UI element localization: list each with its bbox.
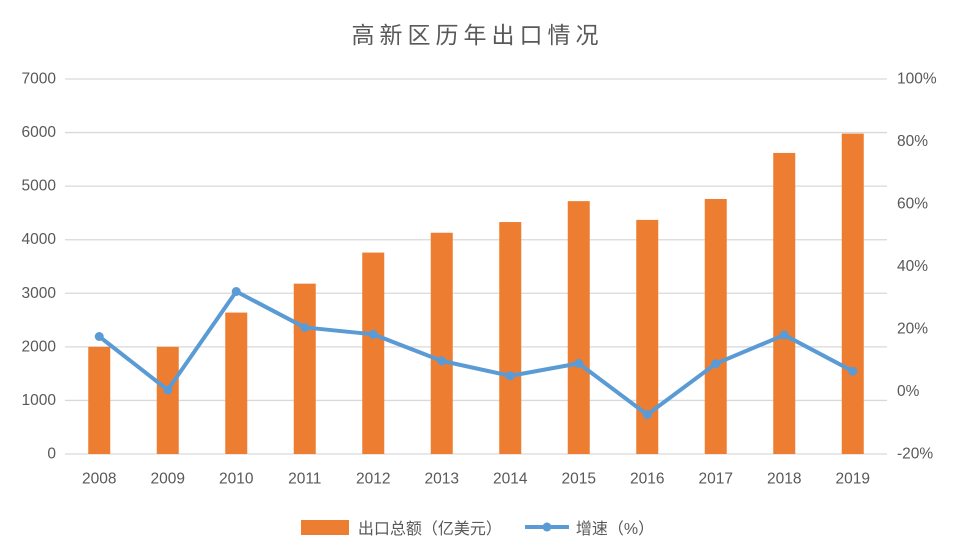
left-axis-tick-label: 2000: [22, 338, 57, 355]
x-axis-label: 2012: [356, 471, 390, 488]
left-axis-tick-label: 7000: [22, 71, 57, 88]
left-axis-tick-label: 3000: [22, 285, 57, 302]
growth-point-2017: [711, 359, 721, 369]
legend-bar-swatch: [300, 519, 349, 535]
left-axis-tick-label: 6000: [22, 124, 57, 141]
export-bar-2008: [88, 346, 111, 454]
growth-point-2013: [437, 356, 447, 366]
x-axis-label: 2018: [767, 471, 801, 488]
right-axis-tick-label: 0%: [897, 383, 920, 400]
growth-point-2008: [94, 332, 104, 341]
growth-point-2011: [300, 322, 310, 332]
legend-line-label: 增速（%）: [575, 521, 655, 538]
legend-line-glyph: [524, 522, 569, 532]
growth-point-2012: [368, 329, 378, 339]
x-axis-label: 2013: [425, 471, 459, 488]
growth-point-2015: [574, 358, 584, 368]
export-bar-2011: [293, 283, 316, 454]
right-axis-tick-label: -20%: [897, 446, 933, 463]
export-bar-2014: [499, 222, 522, 454]
chart-legend: 出口总额（亿美元） 增速（%）: [0, 512, 955, 542]
growth-point-2009: [163, 385, 173, 395]
left-axis-tick-label: 4000: [22, 231, 57, 248]
export-bar-2009: [156, 346, 179, 454]
legend-bar-label: 出口总额（亿美元）: [357, 521, 502, 538]
export-bar-2016: [636, 219, 659, 454]
right-axis-tick-label: 40%: [897, 258, 928, 275]
left-axis-tick-label: 5000: [22, 178, 57, 195]
export-bar-2015: [567, 201, 590, 454]
right-axis-tick-label: 100%: [897, 71, 937, 88]
growth-point-2019: [848, 366, 858, 376]
x-axis-label: 2011: [288, 471, 321, 488]
x-axis-label: 2014: [493, 471, 528, 488]
export-bar-2019: [841, 133, 864, 454]
growth-point-2014: [505, 371, 515, 381]
x-axis-label: 2019: [836, 471, 870, 488]
growth-point-2018: [779, 330, 789, 340]
x-axis-label: 2009: [151, 471, 185, 488]
export-bar-2018: [773, 152, 796, 454]
chart-title: 高新区历年出口情况: [351, 23, 604, 48]
growth-point-2010: [231, 287, 241, 296]
export-bar-2013: [430, 232, 453, 454]
growth-line: [97, 289, 855, 417]
x-axis-label: 2017: [699, 471, 733, 488]
x-axis-label: 2008: [82, 471, 116, 488]
right-axis-tick-label: 60%: [897, 196, 928, 213]
right-axis-tick-label: 20%: [897, 321, 928, 338]
export-bar-2010: [225, 312, 248, 454]
legend-line-swatch: [524, 521, 570, 533]
left-axis-tick-label: 0: [47, 446, 56, 463]
right-axis-tick-label: 80%: [897, 133, 928, 150]
export-bar-2012: [362, 252, 385, 454]
x-axis-label: 2015: [562, 471, 596, 488]
growth-point-2016: [642, 410, 652, 420]
export-bar-2017: [704, 199, 727, 454]
x-axis-label: 2016: [630, 471, 664, 488]
chart-plot: 0 1000 2000 3000 4000 5000 6000 7000 -20% 0% 20% 40…: [22, 71, 937, 488]
x-axis-label: 2010: [219, 471, 254, 488]
left-axis-tick-label: 1000: [22, 392, 57, 409]
